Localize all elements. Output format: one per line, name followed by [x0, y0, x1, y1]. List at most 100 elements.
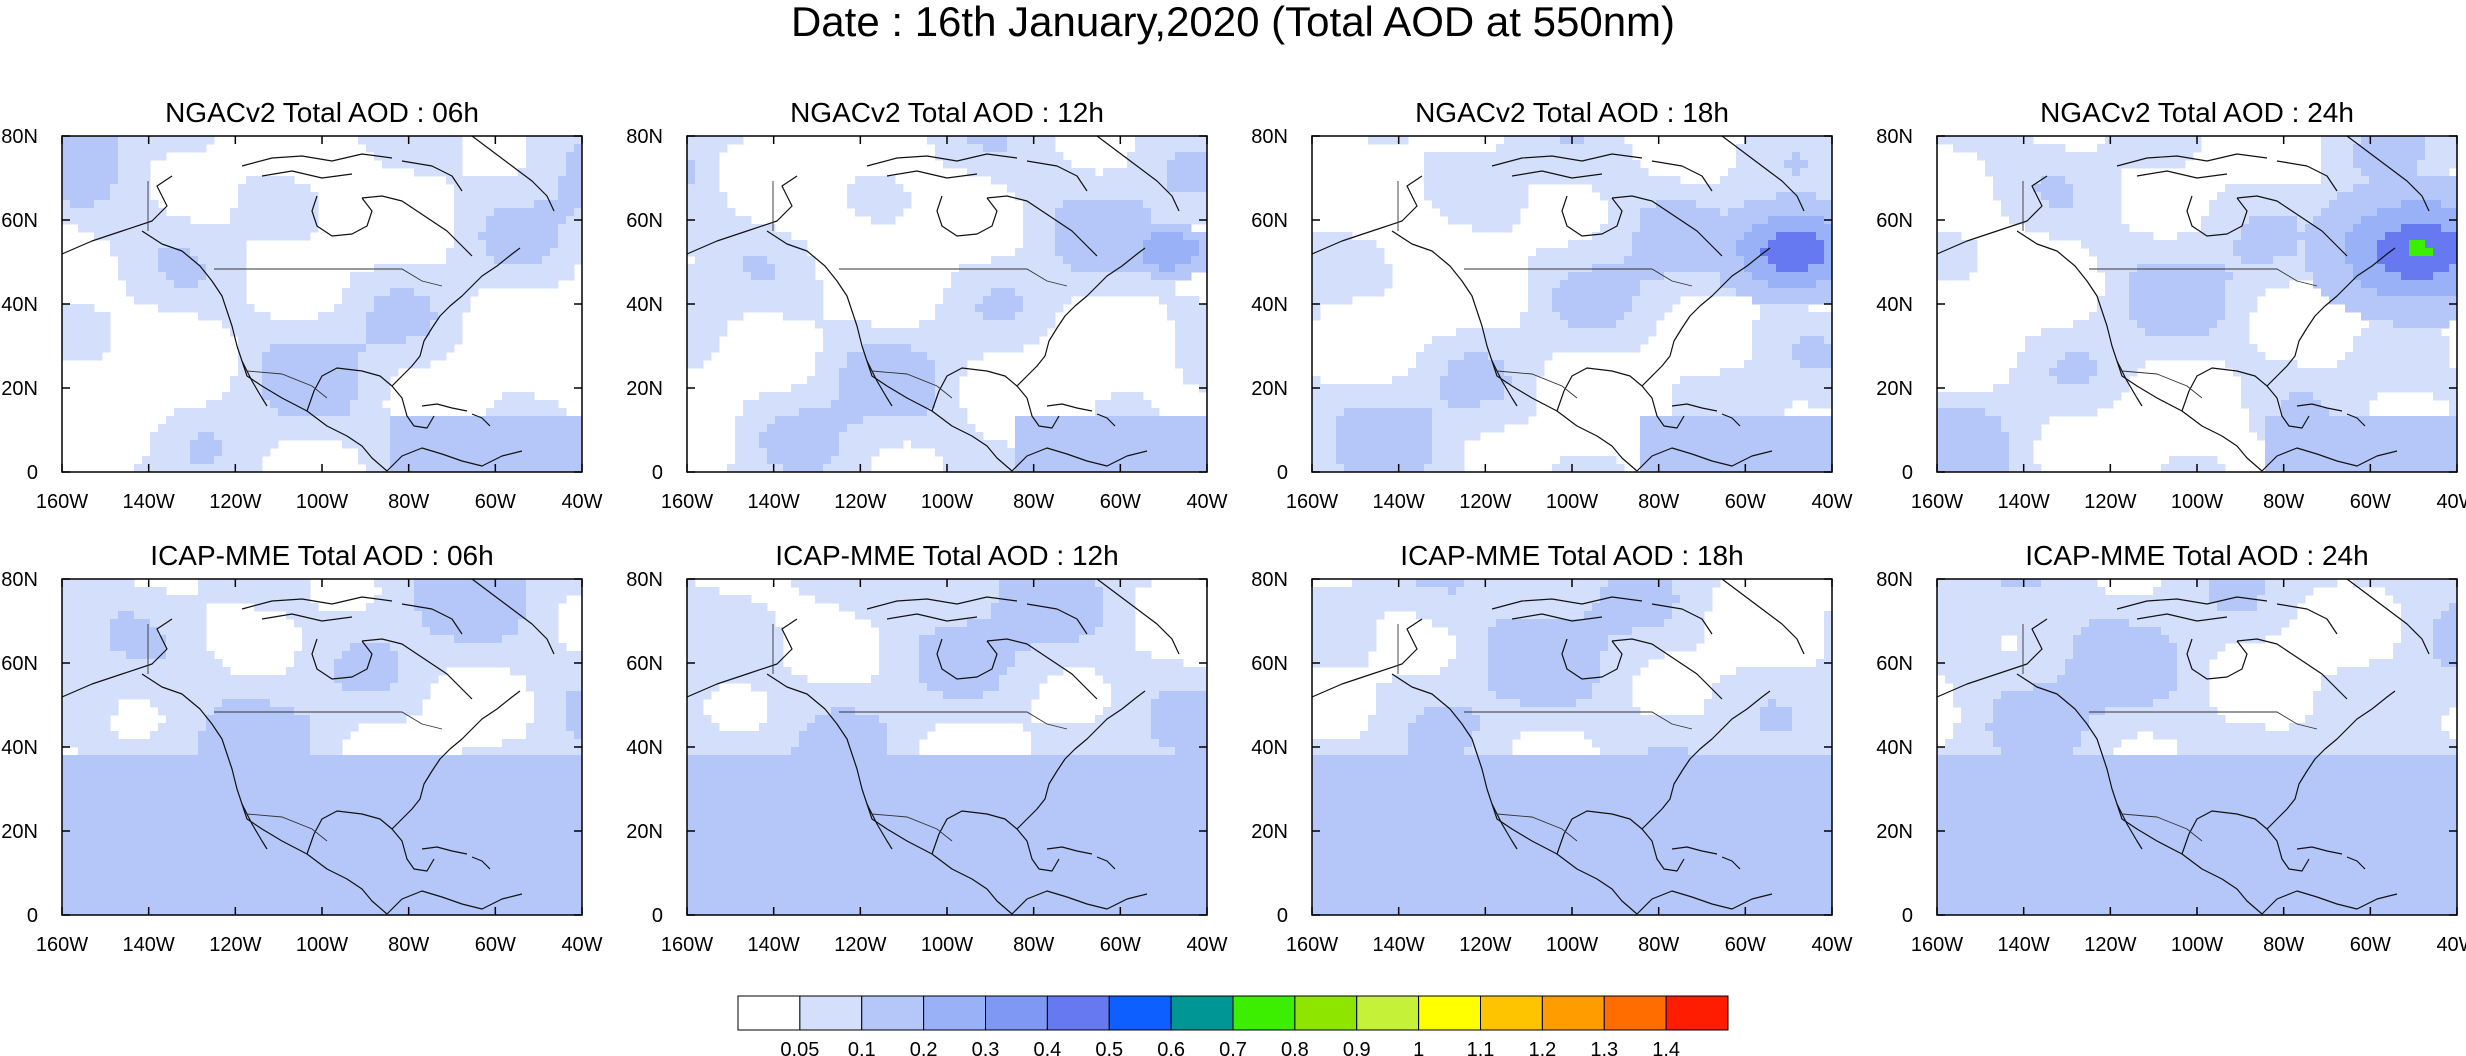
lon-tick-label: 60W: [475, 491, 516, 513]
colorbar-label: 0.8: [1281, 1039, 1309, 1056]
lat-tick-label: 60N: [1251, 653, 1288, 675]
lon-tick-label: 60W: [1100, 491, 1141, 513]
colorbar-swatch: [1232, 995, 1296, 1031]
panel-title: NGACv2 Total AOD : 06h: [165, 97, 479, 128]
aod-field: [1937, 579, 2457, 915]
figure-title: Date : 16th January,2020 (Total AOD at 5…: [790, 0, 1676, 45]
colorbar-swatch: [1418, 995, 1481, 1031]
lat-tick-label: 20N: [1, 378, 38, 400]
panel-title: ICAP-MME Total AOD : 24h: [2025, 540, 2368, 571]
lon-tick-label: 60W: [2350, 934, 2391, 956]
colorbar-swatch: [737, 995, 801, 1031]
lat-tick-label: 40N: [1, 294, 38, 316]
lat-tick-label: 60N: [1, 210, 38, 232]
lat-tick-label: 20N: [1876, 821, 1913, 843]
aod-field: [687, 136, 1207, 472]
map-panel: NGACv2 Total AOD : 24h 160W 140W 120W 100W 80…: [1876, 97, 2466, 513]
colorbar-label: 0.05: [780, 1039, 819, 1056]
colorbar-label: 1.1: [1467, 1039, 1495, 1056]
aod-field: [1937, 136, 2457, 472]
colorbar-label: 0.3: [972, 1039, 1000, 1056]
panel-title: ICAP-MME Total AOD : 12h: [775, 540, 1118, 571]
lat-tick-label: 20N: [1, 821, 38, 843]
lon-tick-label: 80W: [388, 491, 429, 513]
lon-tick-label: 100W: [1546, 934, 1598, 956]
colorbar-swatch: [1046, 995, 1110, 1031]
map-panel: ICAP-MME Total AOD : 18h 160W 140W 120W 100W…: [1251, 540, 1852, 956]
lat-tick-label: 80N: [1, 569, 38, 591]
lon-tick-label: 100W: [921, 491, 973, 513]
lon-tick-label: 100W: [296, 934, 348, 956]
lon-tick-label: 140W: [1373, 491, 1425, 513]
panel-title: ICAP-MME Total AOD : 18h: [1400, 540, 1743, 571]
lat-tick-label: 60N: [1, 653, 38, 675]
aod-field: [1312, 579, 1832, 915]
lat-tick-label: 0: [1277, 905, 1288, 927]
colorbar-label: 0.5: [1095, 1039, 1123, 1056]
lat-tick-label: 60N: [626, 653, 663, 675]
panel-title: NGACv2 Total AOD : 18h: [1415, 97, 1729, 128]
aod-field: [1312, 136, 1832, 472]
colorbar-swatch: [985, 995, 1048, 1031]
lon-tick-label: 100W: [2171, 934, 2223, 956]
lon-tick-label: 120W: [2084, 934, 2136, 956]
lon-tick-label: 160W: [36, 491, 88, 513]
lat-tick-label: 20N: [1251, 821, 1288, 843]
colorbar-swatch: [1356, 995, 1420, 1031]
lon-tick-label: 120W: [834, 491, 886, 513]
lat-tick-label: 0: [652, 462, 663, 484]
lon-tick-label: 40W: [561, 934, 602, 956]
aod-field: [687, 579, 1207, 915]
lon-tick-label: 160W: [661, 491, 713, 513]
lat-tick-label: 80N: [1251, 126, 1288, 148]
lat-tick-label: 40N: [1876, 737, 1913, 759]
lon-tick-label: 140W: [1998, 934, 2050, 956]
lat-tick-label: 80N: [626, 126, 663, 148]
lat-tick-label: 0: [1902, 462, 1913, 484]
lon-tick-label: 80W: [2263, 491, 2304, 513]
lon-tick-label: 160W: [661, 934, 713, 956]
colorbar-swatch: [1541, 995, 1605, 1031]
lat-tick-label: 0: [1902, 905, 1913, 927]
lon-tick-label: 40W: [1186, 934, 1227, 956]
lon-tick-label: 40W: [1186, 491, 1227, 513]
lon-tick-label: 160W: [1286, 934, 1338, 956]
lon-tick-label: 120W: [209, 491, 261, 513]
lat-tick-label: 0: [27, 905, 38, 927]
lon-tick-label: 100W: [921, 934, 973, 956]
lon-tick-label: 120W: [2084, 491, 2136, 513]
panel-title: NGACv2 Total AOD : 12h: [790, 97, 1104, 128]
lon-tick-label: 80W: [1013, 934, 1054, 956]
colorbar-label: 0.1: [848, 1039, 876, 1056]
colorbar-swatch: [1108, 995, 1172, 1031]
lon-tick-label: 60W: [475, 934, 516, 956]
lon-tick-label: 100W: [2171, 491, 2223, 513]
lat-tick-label: 80N: [626, 569, 663, 591]
lon-tick-label: 60W: [1100, 934, 1141, 956]
lat-tick-label: 0: [27, 462, 38, 484]
lat-tick-label: 60N: [1876, 210, 1913, 232]
lat-tick-label: 40N: [1, 737, 38, 759]
lon-tick-label: 120W: [1459, 491, 1511, 513]
lon-tick-label: 140W: [123, 491, 175, 513]
lon-tick-label: 40W: [561, 491, 602, 513]
lon-tick-label: 120W: [1459, 934, 1511, 956]
aod-field: [62, 136, 582, 472]
colorbar-label: 0.2: [910, 1039, 938, 1056]
lon-tick-label: 60W: [1725, 491, 1766, 513]
lon-tick-label: 40W: [1811, 491, 1852, 513]
lat-tick-label: 60N: [1876, 653, 1913, 675]
lat-tick-label: 20N: [1876, 378, 1913, 400]
colorbar: 0.05 0.1 0.2 0.3 0.4 0.5 0.6 0.7 0.8 0.9 1 1.1 1.2 1.…: [737, 995, 1729, 1056]
lon-tick-label: 160W: [1911, 491, 1963, 513]
lat-tick-label: 80N: [1, 126, 38, 148]
lat-tick-label: 40N: [1251, 737, 1288, 759]
lon-tick-label: 160W: [1911, 934, 1963, 956]
lon-tick-label: 40W: [2436, 934, 2466, 956]
lon-tick-label: 80W: [1013, 491, 1054, 513]
colorbar-swatch: [799, 995, 863, 1031]
lon-tick-label: 120W: [209, 934, 261, 956]
lon-tick-label: 140W: [1998, 491, 2050, 513]
lat-tick-label: 0: [652, 905, 663, 927]
colorbar-label: 0.7: [1219, 1039, 1247, 1056]
